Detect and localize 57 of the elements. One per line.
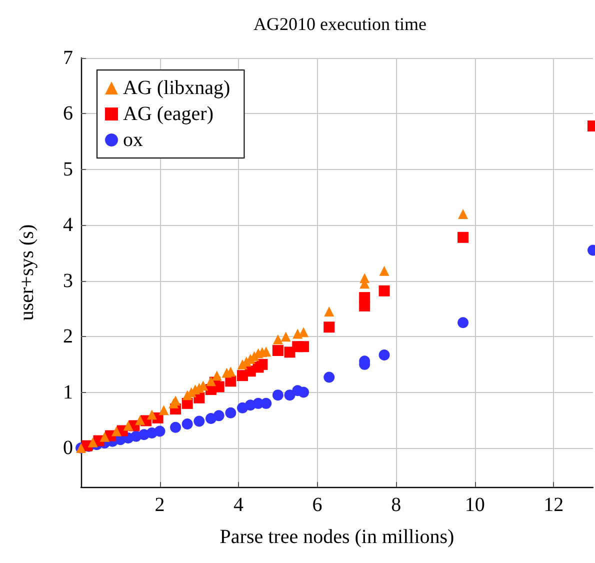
point (298, 327, 309, 338)
point (100, 432, 110, 442)
point (272, 390, 284, 401)
y-tick-label: 1 (63, 381, 73, 404)
x-tick-label: 6 (312, 494, 322, 516)
point (458, 232, 469, 243)
point (324, 372, 335, 383)
point (284, 390, 296, 401)
y-tick-label: 7 (63, 47, 73, 69)
y-tick-label: 4 (63, 214, 73, 236)
point (298, 341, 310, 352)
point (360, 273, 370, 284)
point (88, 437, 98, 448)
point (378, 349, 390, 360)
point (298, 386, 310, 398)
point (324, 322, 335, 333)
point (182, 418, 193, 430)
y-tick-label: 2 (63, 326, 73, 348)
point (359, 292, 370, 304)
y-tick-label: 0 (63, 437, 73, 459)
legend-label: AG (eager) (123, 103, 214, 125)
y-tick-label: 6 (63, 102, 73, 125)
point (111, 426, 122, 436)
point (123, 420, 134, 431)
point (260, 398, 272, 409)
point (146, 410, 157, 420)
point (378, 285, 390, 296)
y-axis-title: user+sys (s) (16, 224, 38, 321)
y-tick-label: 3 (63, 270, 73, 292)
x-tick-label: 4 (234, 494, 244, 516)
point (212, 370, 222, 381)
point (225, 407, 236, 418)
x-tick-label: 8 (391, 494, 402, 516)
legend-label: AG (libxnag) (123, 77, 230, 99)
point (135, 415, 146, 426)
point (324, 306, 334, 316)
point (206, 376, 216, 386)
chart-title: AG2010 execution time (254, 14, 426, 34)
point (272, 334, 283, 344)
point (379, 266, 390, 276)
point (158, 405, 169, 416)
x-tick-label: 12 (544, 494, 564, 516)
point (280, 332, 291, 342)
point (458, 317, 469, 328)
point (256, 358, 268, 370)
point (170, 422, 182, 433)
point (458, 209, 468, 219)
point (292, 328, 303, 339)
legend-label: ox (123, 129, 143, 151)
point (194, 416, 205, 427)
x-axis-title: Parse tree nodes (in millions) (220, 526, 454, 548)
point (272, 345, 284, 356)
x-tick-label: 2 (154, 494, 165, 516)
point (154, 426, 166, 437)
y-tick-label: 5 (63, 158, 73, 180)
point (213, 410, 224, 422)
x-tick-label: 10 (464, 494, 485, 516)
